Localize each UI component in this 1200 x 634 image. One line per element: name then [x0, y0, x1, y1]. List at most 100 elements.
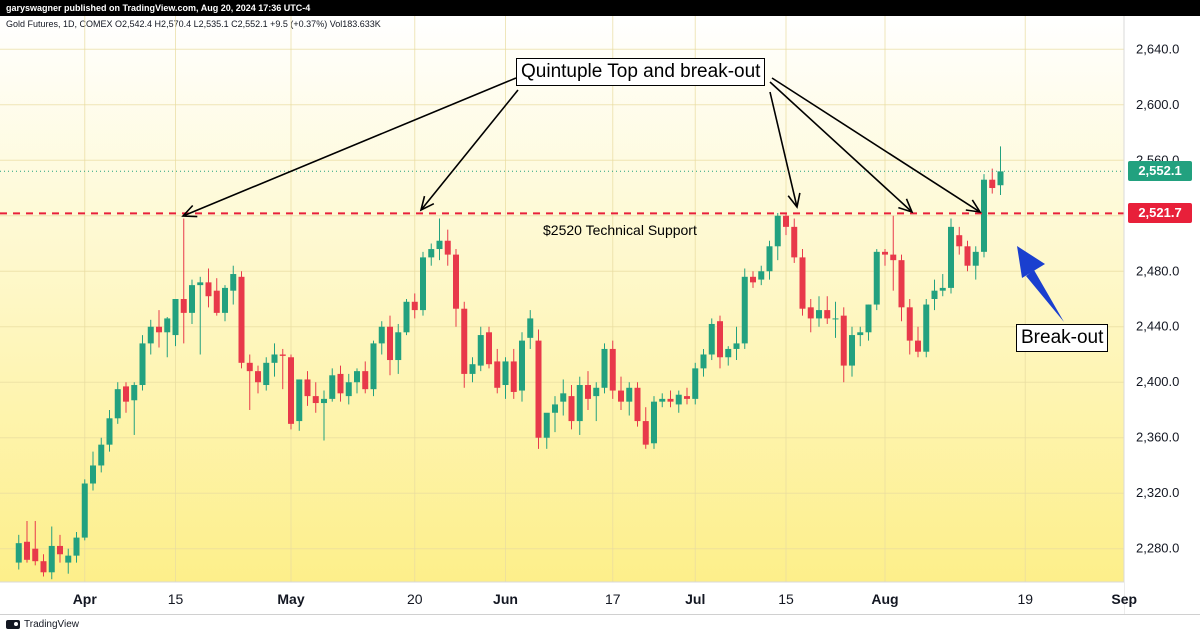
candle-body [939, 287, 946, 291]
arrow-shaft [421, 89, 519, 209]
candle-body [304, 379, 311, 397]
candle [502, 357, 509, 399]
candle-body [873, 251, 880, 305]
candle-body [345, 382, 352, 397]
price-tick-label: 2,440.0 [1136, 319, 1179, 334]
candle-body [65, 555, 72, 563]
annotation-arrow [769, 81, 914, 214]
candle [708, 318, 715, 361]
candle-body [964, 246, 971, 266]
candle-body [48, 545, 55, 573]
candle [915, 326, 921, 358]
candle-body [131, 385, 138, 401]
breakout-arrow-shaft [1026, 270, 1064, 322]
candle-body [560, 393, 567, 402]
candle [989, 168, 996, 194]
arrow-head [419, 195, 435, 212]
last-price-tag: 2,552.1 [1128, 161, 1192, 182]
breakout-arrow [1017, 246, 1064, 322]
arrow-shaft [771, 77, 979, 212]
candle-body [890, 254, 897, 261]
candle [585, 371, 591, 410]
time-tick-label: Jul [685, 591, 705, 607]
candle-body [708, 323, 715, 355]
candle [890, 215, 897, 291]
candle [939, 274, 946, 297]
candle-body [15, 543, 22, 563]
candle [378, 321, 385, 355]
candle [420, 251, 426, 316]
price-tick-label: 2,600.0 [1136, 97, 1179, 112]
price-axis[interactable] [1124, 16, 1200, 614]
candle [626, 382, 633, 416]
candle-body [601, 348, 608, 388]
candle-body [32, 548, 39, 562]
candle-body [263, 362, 270, 386]
candle [40, 554, 47, 577]
candle [543, 412, 550, 449]
candle [164, 317, 171, 358]
arrow-shaft [769, 81, 912, 212]
time-axis[interactable] [0, 582, 1124, 614]
candle-body [684, 396, 690, 399]
candle [156, 310, 162, 348]
candle-body [222, 287, 228, 313]
candle-body [981, 179, 987, 252]
candle-body [898, 260, 905, 308]
candle-body [956, 235, 963, 247]
candle-body [552, 404, 558, 413]
candle-body [502, 361, 509, 386]
candle-body [882, 251, 888, 255]
annotation-arrow [769, 91, 801, 209]
candle [923, 299, 930, 358]
candle [90, 451, 96, 491]
candle-body [733, 343, 740, 349]
price-chart[interactable]: Gold Futures, 1D, COMEX O2,542.4 H2,570.… [0, 16, 1200, 614]
candle [651, 396, 657, 449]
candle-body [750, 276, 756, 283]
candle [486, 326, 492, 369]
candle-body [114, 389, 121, 419]
support-label: $2520 Technical Support [543, 222, 697, 238]
annotation-title: Quintuple Top and break-out [516, 58, 766, 86]
candle [444, 229, 451, 266]
candle [972, 246, 979, 280]
candle [329, 368, 336, 402]
candle-body [403, 301, 410, 333]
candle-body [312, 396, 319, 404]
candle [981, 174, 987, 258]
arrow-shaft [184, 77, 517, 216]
candle-body [197, 282, 204, 286]
time-tick-label: 20 [407, 591, 423, 607]
candle [766, 240, 773, 280]
time-tick-label: Jun [493, 591, 518, 607]
candle-body [585, 385, 591, 399]
candle-body [700, 354, 707, 369]
candle-body [543, 412, 550, 438]
candle [750, 271, 756, 288]
candle-body [387, 326, 393, 361]
candle [552, 396, 558, 433]
candle [684, 387, 690, 405]
candle-body [832, 318, 839, 320]
candle [345, 373, 352, 405]
candle [882, 249, 888, 266]
candle-body [24, 541, 30, 560]
arrow-head [898, 198, 914, 214]
candle-body [370, 343, 377, 390]
candle-body [486, 332, 492, 365]
publisher-text: garyswagner published on TradingView.com… [6, 3, 311, 13]
candle [139, 335, 146, 391]
candle [461, 301, 468, 388]
candle [57, 534, 63, 563]
candle-body [849, 335, 855, 366]
candle-body [915, 340, 921, 352]
candle-body [717, 321, 723, 358]
time-tick-label: 15 [168, 591, 184, 607]
candle-body [156, 326, 162, 333]
candle [354, 368, 360, 394]
time-tick-label: 17 [605, 591, 621, 607]
candle [469, 357, 476, 383]
price-tick-label: 2,320.0 [1136, 485, 1179, 500]
candle-body [469, 364, 476, 374]
